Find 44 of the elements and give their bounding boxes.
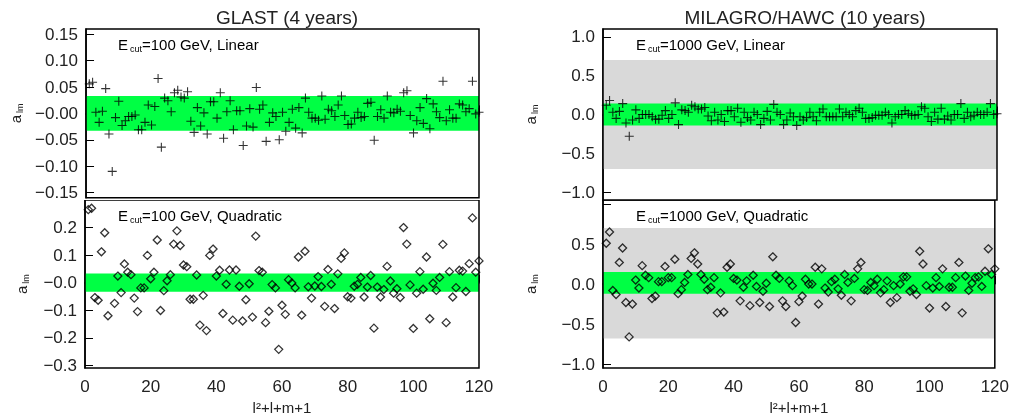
y-tick-label: −0.3 <box>43 355 77 375</box>
y-tick-label: 0.15 <box>44 24 79 44</box>
y-tick-label: 0.05 <box>44 77 79 97</box>
x-tick-label: 120 <box>464 377 494 397</box>
y-tick-label: −0.5 <box>561 143 595 163</box>
y-tick-label: −0.10 <box>35 156 79 176</box>
y-tick-label: 0.0 <box>571 274 595 294</box>
x-tick-label: 20 <box>658 377 678 397</box>
y-tick-label: −1.0 <box>561 182 595 202</box>
chart-title: GLAST (4 years) <box>215 7 359 28</box>
x-tick-label: 120 <box>980 377 1010 397</box>
chart-title: MILAGRO/HAWC (10 years) <box>684 7 926 28</box>
x-axis-title: l²+l+m+1 <box>769 399 829 416</box>
y-tick-label: 0.0 <box>571 105 595 124</box>
x-tick-label: 0 <box>598 377 608 397</box>
y-axis-title: alm <box>521 274 540 294</box>
y-tick-label: 0.2 <box>53 218 77 238</box>
y-axis-title: alm <box>521 104 540 125</box>
y-axis-title: alm <box>7 103 25 124</box>
y-tick-label: −1.0 <box>561 354 595 374</box>
x-tick-label: 80 <box>854 377 874 397</box>
y-tick-label: 0.10 <box>44 51 79 71</box>
y-tick-label: −0.5 <box>561 314 595 334</box>
y-tick-label: 1.0 <box>571 27 595 47</box>
x-tick-label: 80 <box>338 377 358 397</box>
x-tick-label: 100 <box>399 377 428 397</box>
x-tick-label: 40 <box>724 377 744 397</box>
y-tick-label: −0.15 <box>35 183 79 202</box>
y-tick-label: −0.0 <box>43 273 77 293</box>
y-tick-label: 0.5 <box>571 66 595 86</box>
y-tick-label: −0.05 <box>35 130 79 150</box>
y-tick-label: 0.1 <box>53 245 77 265</box>
y-axis-title: alm <box>12 274 31 294</box>
x-tick-label: 0 <box>80 377 90 397</box>
y-tick-label: −0.00 <box>35 103 79 123</box>
x-tick-label: 60 <box>272 377 292 397</box>
x-tick-label: 20 <box>141 377 161 397</box>
y-tick-label: −0.1 <box>43 300 77 320</box>
x-tick-label: 100 <box>915 377 944 397</box>
y-tick-label: −0.2 <box>43 328 77 348</box>
x-tick-label: 40 <box>206 377 226 397</box>
x-axis-title: l²+l+m+1 <box>252 399 312 416</box>
x-tick-label: 60 <box>789 377 809 397</box>
y-tick-label: 0.5 <box>571 234 595 254</box>
